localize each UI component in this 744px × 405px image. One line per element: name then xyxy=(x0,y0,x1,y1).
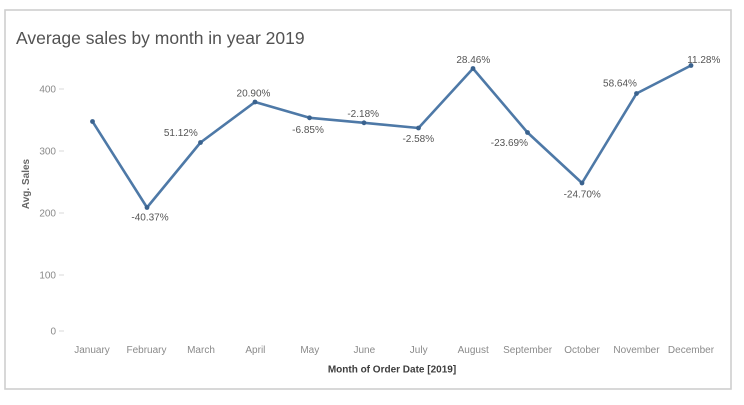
svg-text:100: 100 xyxy=(39,271,56,282)
svg-text:0: 0 xyxy=(50,327,56,338)
svg-text:November: November xyxy=(613,345,660,356)
svg-text:April: April xyxy=(245,345,265,356)
svg-text:Month of Order Date [2019]: Month of Order Date [2019] xyxy=(328,365,456,376)
svg-text:58.64%: 58.64% xyxy=(603,79,637,90)
svg-text:March: March xyxy=(187,345,215,356)
svg-text:200: 200 xyxy=(39,209,56,220)
svg-text:20.90%: 20.90% xyxy=(237,89,271,100)
svg-text:September: September xyxy=(503,345,553,356)
svg-text:Average sales by month in year: Average sales by month in year 2019 xyxy=(16,28,305,48)
svg-text:-40.37%: -40.37% xyxy=(131,213,168,224)
svg-text:-23.69%: -23.69% xyxy=(491,138,528,149)
svg-text:June: June xyxy=(353,345,375,356)
svg-text:400: 400 xyxy=(39,85,56,96)
svg-text:51.12%: 51.12% xyxy=(164,128,198,139)
svg-text:October: October xyxy=(564,345,600,356)
svg-text:11.28%: 11.28% xyxy=(687,55,720,66)
svg-text:May: May xyxy=(300,345,319,356)
svg-text:-24.70%: -24.70% xyxy=(564,189,601,200)
svg-text:-2.58%: -2.58% xyxy=(402,134,434,145)
svg-text:Avg. Sales: Avg. Sales xyxy=(21,158,32,209)
svg-text:January: January xyxy=(74,345,110,356)
svg-text:300: 300 xyxy=(39,147,56,158)
svg-text:August: August xyxy=(458,345,489,356)
svg-text:-6.85%: -6.85% xyxy=(292,125,324,136)
svg-text:December: December xyxy=(668,345,715,356)
svg-text:July: July xyxy=(410,345,428,356)
svg-text:-2.18%: -2.18% xyxy=(347,109,379,120)
svg-text:February: February xyxy=(126,345,166,356)
svg-text:28.46%: 28.46% xyxy=(456,55,490,66)
